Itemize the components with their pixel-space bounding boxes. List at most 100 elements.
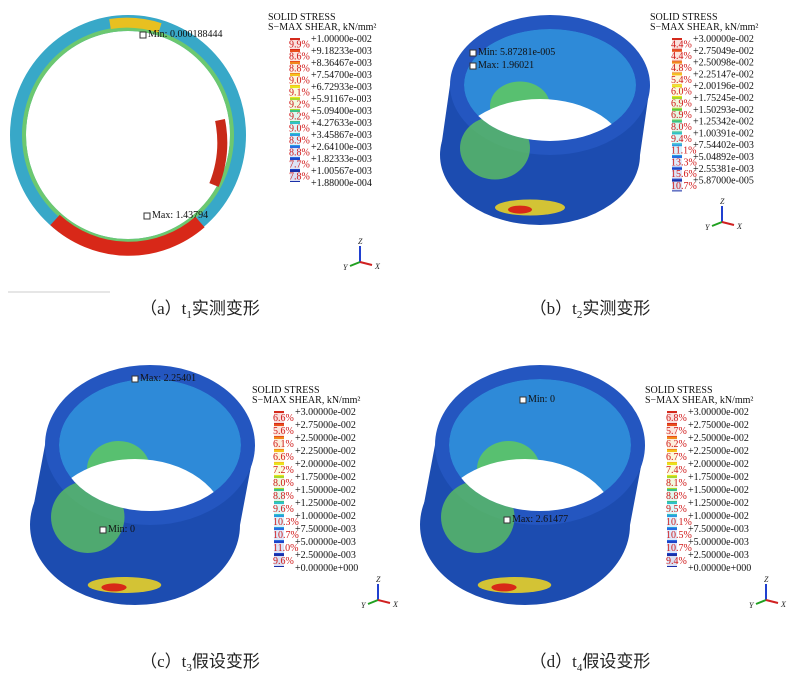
legend-percent: 5.7% — [666, 426, 687, 437]
legend-percent: 5.6% — [273, 426, 294, 437]
percent-box — [669, 134, 695, 144]
legend-value: +2.75000e-002 — [295, 420, 356, 431]
legend-value: +2.75049e-002 — [693, 46, 754, 57]
legend-percent: 6.2% — [666, 439, 687, 450]
legend-value: +1.25000e-002 — [688, 498, 749, 509]
legend-value: +7.50000e-003 — [295, 524, 356, 535]
max-label: Max: 2.25401 — [140, 373, 196, 384]
percent-box — [664, 530, 690, 540]
legend-value: +2.50000e-002 — [295, 433, 356, 444]
percent-box — [271, 556, 297, 566]
percent-box — [664, 439, 690, 449]
percent-box — [664, 504, 690, 514]
stress-patch — [491, 583, 517, 592]
caption-label: （a） — [140, 299, 182, 318]
legend-percent: 4.8% — [671, 63, 692, 74]
legend-value: +5.87000e-005 — [693, 176, 754, 187]
min-label: Min: 0.000188444 — [148, 29, 222, 40]
legend-value: +2.64100e-003 — [311, 142, 372, 153]
percent-box — [271, 491, 297, 501]
axis-label: X — [392, 600, 399, 609]
legend-value: +5.00000e-003 — [295, 537, 356, 548]
legend-percent: 9.2% — [289, 100, 310, 111]
caption-label: （c） — [140, 652, 182, 671]
percent-box — [287, 124, 313, 133]
percent-box — [669, 99, 695, 108]
percent-box — [287, 40, 313, 49]
legend-percent: 9.2% — [289, 112, 310, 123]
legend-percent: 11.0% — [273, 543, 298, 554]
percent-box — [287, 148, 313, 157]
legend-value: +2.75000e-002 — [688, 420, 749, 431]
legend-value: +7.54700e-003 — [311, 70, 372, 81]
percent-box — [271, 465, 297, 475]
legend-percent: 4.4% — [671, 51, 692, 62]
axis-label: Z — [764, 575, 769, 584]
legend-value: +7.50000e-003 — [688, 524, 749, 535]
legend-value: +7.54402e-003 — [693, 140, 754, 151]
stress-patch — [87, 577, 162, 593]
stress-patch — [209, 119, 228, 187]
stress-patch — [101, 583, 127, 592]
legend-percent: 9.6% — [273, 556, 294, 567]
max-marker — [131, 375, 139, 383]
axis-label: Y — [343, 263, 349, 272]
cylinder-hole — [449, 379, 631, 511]
legend-value: +1.00391e-002 — [693, 128, 754, 139]
caption-sub: 4 — [577, 662, 583, 674]
legend-value: +2.00196e-002 — [693, 81, 754, 92]
legend-percent: 10.7% — [666, 543, 692, 554]
percent-box — [664, 426, 690, 436]
percent-box — [271, 452, 297, 462]
cylinder-model — [30, 365, 255, 605]
axis-label: Z — [358, 237, 363, 246]
percent-box — [669, 40, 695, 49]
axis-y — [349, 261, 361, 267]
legend-value: +0.00000e+000 — [295, 563, 358, 574]
axis-label: X — [736, 222, 743, 231]
percent-box — [669, 158, 695, 167]
cylinder-hole — [59, 379, 241, 511]
min-label: Min: 0 — [108, 524, 135, 535]
legend-value: +2.25147e-002 — [693, 69, 754, 80]
axis-x — [721, 221, 735, 226]
axis-x — [359, 261, 373, 266]
legend-value: +3.00000e-002 — [295, 407, 356, 418]
legend-value: +3.45867e-003 — [311, 130, 372, 141]
legend-value: +8.36467e-003 — [311, 58, 372, 69]
legend-value: +2.50000e-003 — [688, 550, 749, 561]
cylinder-hole — [464, 29, 636, 141]
axis-label: Y — [361, 601, 367, 610]
legend-value: +9.18233e-003 — [311, 46, 372, 57]
percent-box — [664, 465, 690, 475]
legend-value: +2.50000e-003 — [295, 550, 356, 561]
legend-value: +1.75245e-002 — [693, 93, 754, 104]
min-marker — [139, 31, 147, 39]
percent-box — [669, 87, 695, 96]
stress-patch — [109, 17, 162, 33]
legend-percent: 7.7% — [289, 160, 310, 171]
legend-percent: 9.4% — [671, 134, 692, 145]
percent-box — [669, 146, 695, 155]
percent-box — [669, 122, 695, 132]
legend-value: +5.09400e-003 — [311, 106, 372, 117]
max-label: Max: 1.43794 — [152, 210, 208, 221]
legend-percent: 6.9% — [671, 110, 692, 121]
legend-percent: 8.0% — [671, 122, 692, 133]
caption-label: （b） — [530, 299, 573, 318]
percent-box — [664, 452, 690, 462]
legend-percent: 4.4% — [671, 39, 692, 50]
legend-percent: 6.8% — [666, 413, 687, 424]
percent-box — [664, 517, 690, 527]
legend-value: +2.00000e-002 — [295, 459, 356, 470]
legend-percent: 9.5% — [666, 504, 687, 515]
max-label: Max: 1.96021 — [478, 60, 534, 71]
legend-value: +1.25342e-002 — [693, 117, 754, 128]
max-marker — [143, 212, 151, 220]
legend-value: +1.75000e-002 — [295, 472, 356, 483]
legend-title: SOLID STRESS — [252, 385, 320, 396]
caption-label: （d） — [530, 652, 573, 671]
